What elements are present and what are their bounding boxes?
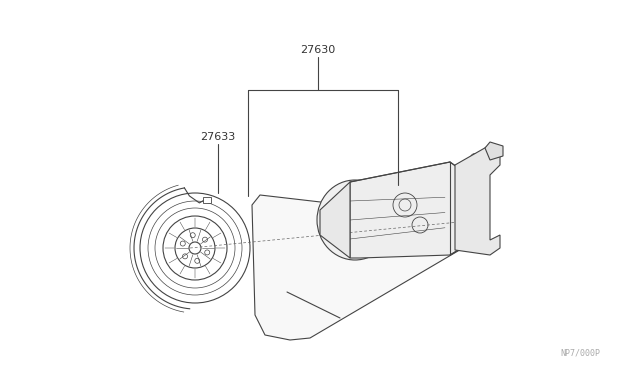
Polygon shape — [252, 195, 480, 340]
Circle shape — [337, 202, 373, 238]
Polygon shape — [485, 142, 503, 160]
Polygon shape — [320, 182, 350, 258]
Text: NP7/000P: NP7/000P — [560, 349, 600, 358]
Text: 27633: 27633 — [200, 132, 236, 142]
Ellipse shape — [317, 180, 393, 260]
Polygon shape — [455, 145, 500, 255]
Polygon shape — [350, 162, 475, 258]
FancyBboxPatch shape — [204, 197, 211, 203]
Text: 27630: 27630 — [300, 45, 335, 55]
